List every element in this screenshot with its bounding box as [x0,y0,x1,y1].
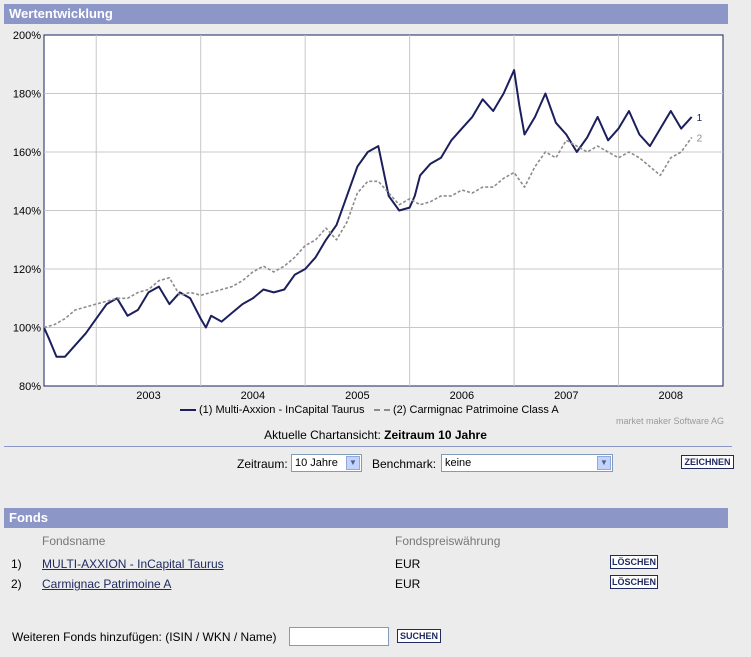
x-tick-label: 2003 [136,390,160,402]
legend-label-1: (1) Multi-Axxion - InCapital Taurus [199,404,365,416]
series-end-label-1: 1 [697,113,703,124]
row-number: 1) [11,557,22,571]
zeichnen-button[interactable]: ZEICHNEN [681,455,734,469]
performance-chart: 80% 100% 120% 140% 160% 180% 200% 2003 2004 2005… [13,30,724,402]
series-end-label-2: 2 [697,133,703,144]
y-axis-labels: 80% 100% 120% 140% 160% 180% 200% [13,30,41,393]
performance-title: Wertentwicklung [9,6,113,21]
row-number: 2) [11,577,22,591]
column-header-fondsname: Fondsname [42,534,106,548]
current-view-value: Zeitraum 10 Jahre [384,428,487,442]
search-button[interactable]: SUCHEN [397,629,441,643]
column-header-currency: Fondspreiswährung [395,534,501,548]
grid [44,35,723,386]
benchmark-value: keine [445,457,472,469]
legend-item-1: (1) Multi-Axxion - InCapital Taurus [180,404,364,416]
add-fund-label: Weiteren Fonds hinzufügen: (ISIN / WKN /… [12,630,277,644]
y-tick-label: 100% [13,323,41,335]
y-tick-label: 120% [13,264,41,276]
x-tick-label: 2007 [554,390,578,402]
fonds-header: Fonds [4,508,728,528]
y-tick-label: 140% [13,206,41,218]
delete-button[interactable]: LÖSCHEN [610,575,658,589]
chevron-down-icon[interactable]: ▼ [597,456,611,470]
x-tick-label: 2008 [659,390,683,402]
x-axis-labels: 2003 2004 2005 2006 2007 2008 [136,390,683,402]
fund-currency: EUR [395,557,421,571]
chevron-down-icon[interactable]: ▼ [346,456,360,470]
performance-header: Wertentwicklung [4,4,728,24]
series-line-2 [43,136,693,329]
y-tick-label: 180% [13,89,41,101]
delete-button[interactable]: LÖSCHEN [610,555,658,569]
chart-credit: market maker Software AG [616,416,725,426]
legend-label-2: (2) Carmignac Patrimoine Class A [393,404,559,416]
zeitraum-select[interactable]: 10 Jahre ▼ [291,454,362,472]
zeitraum-label: Zeitraum: [237,457,288,471]
current-view-label: Aktuelle Chartansicht: [264,428,381,442]
legend-swatch-1 [180,409,196,412]
benchmark-select[interactable]: keine ▼ [441,454,613,472]
fund-currency: EUR [395,577,421,591]
y-tick-label: 80% [19,381,41,393]
add-fund-input[interactable] [289,627,389,646]
legend-item-2: (2) Carmignac Patrimoine Class A [374,404,559,416]
divider [4,446,732,447]
legend-swatch-2 [374,409,390,412]
current-chart-view: Aktuelle Chartansicht: Zeitraum 10 Jahre [0,428,751,442]
zeitraum-value: 10 Jahre [295,457,338,469]
y-tick-label: 200% [13,30,41,42]
fund-link[interactable]: MULTI-AXXION - InCapital Taurus [42,557,224,571]
x-tick-label: 2005 [345,390,369,402]
benchmark-label: Benchmark: [372,457,437,471]
y-tick-label: 160% [13,147,41,159]
fund-link[interactable]: Carmignac Patrimoine A [42,577,172,591]
x-tick-label: 2004 [241,390,265,402]
fonds-title: Fonds [9,510,48,525]
series-line-1 [43,69,693,358]
series-lines: 12 [43,69,703,358]
x-tick-label: 2006 [450,390,474,402]
